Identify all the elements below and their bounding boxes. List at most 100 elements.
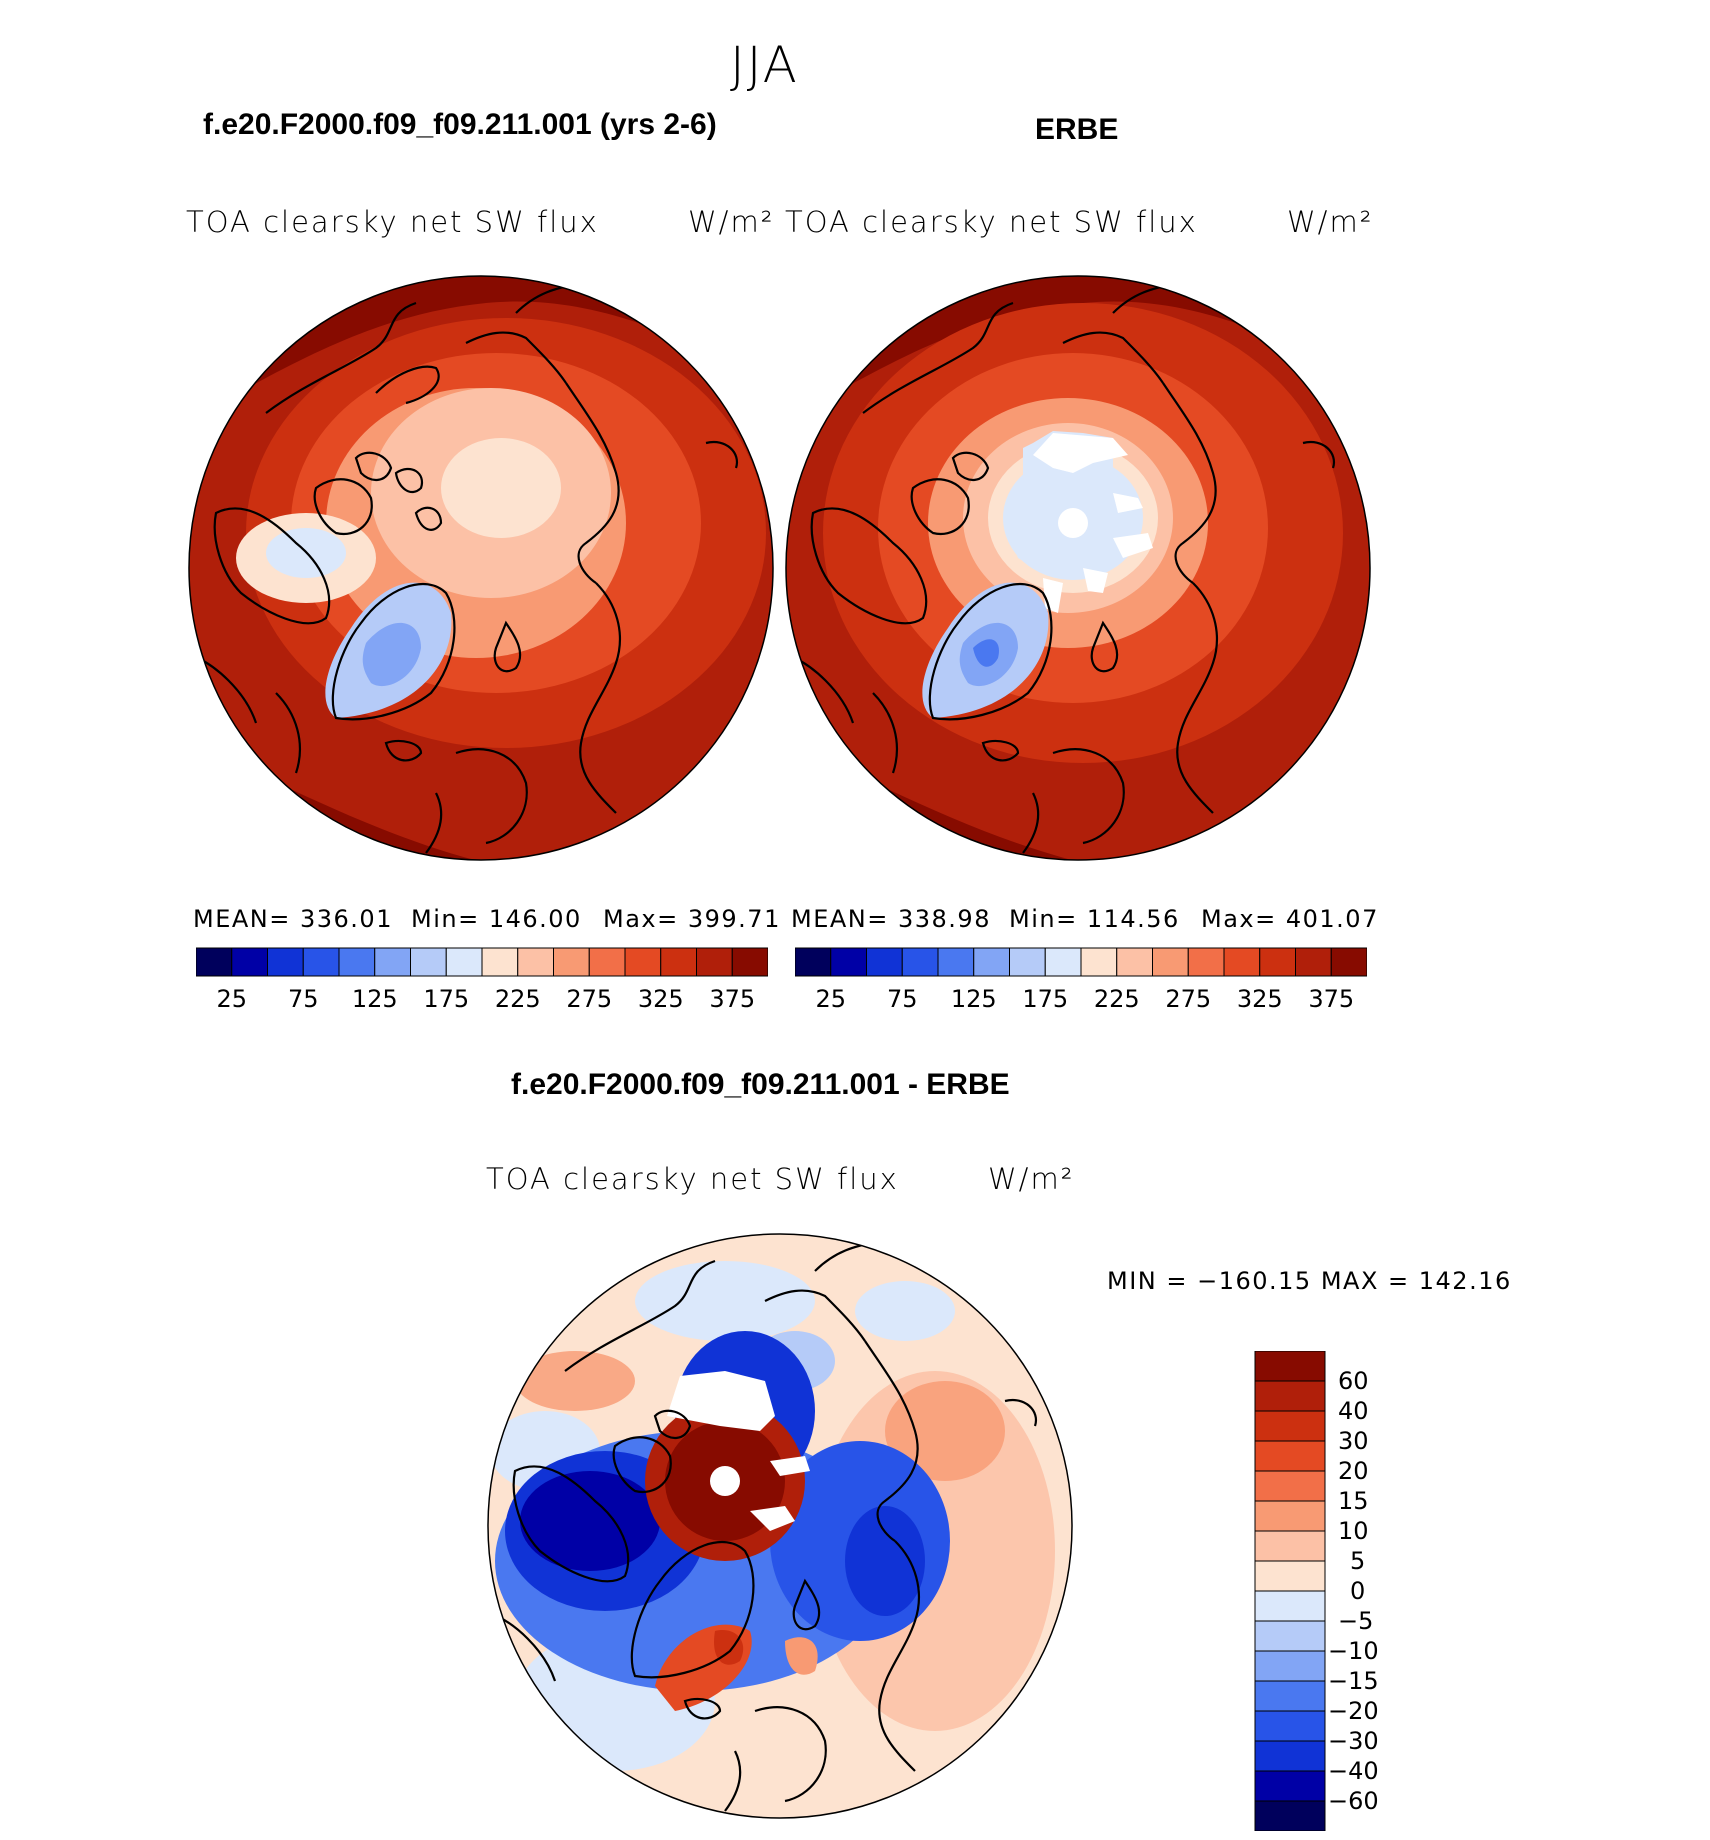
colorbar-swatch <box>937 947 975 977</box>
page-title: JJA <box>730 36 799 94</box>
colorbar-swatch <box>660 947 697 977</box>
colorbar-swatch <box>196 947 233 977</box>
colorbar-swatch <box>338 947 376 977</box>
colorbar-tick: 325 <box>637 985 684 1013</box>
colorbar-swatch <box>1254 1740 1326 1772</box>
colorbar-tick: 75 <box>287 985 319 1013</box>
colorbar-swatch <box>866 947 903 977</box>
colorbar-tick: 125 <box>351 985 398 1013</box>
colorbar-swatch <box>795 947 832 977</box>
colorbar-swatch <box>1254 1500 1326 1532</box>
colorbar-swatch <box>553 947 590 977</box>
colorbar-tick: 25 <box>216 985 248 1013</box>
colorbar-swatch <box>1295 947 1332 977</box>
colorbar-tick: 175 <box>1022 985 1069 1013</box>
colorbar-swatch <box>410 947 447 977</box>
model-polar-map <box>188 275 774 861</box>
colorbar-tick: 15 <box>1338 1487 1369 1515</box>
obs-variable-label: TOA clearsky net SW flux <box>785 205 1198 239</box>
model-variable-label: TOA clearsky net SW flux <box>186 205 599 239</box>
colorbar-swatch <box>1259 947 1296 977</box>
colorbar-swatch <box>517 947 554 977</box>
colorbar-swatch <box>1009 947 1046 977</box>
colorbar-tick: −5 <box>1338 1607 1374 1635</box>
colorbar-tick: −15 <box>1328 1667 1379 1695</box>
colorbar-tick: 40 <box>1338 1397 1369 1425</box>
colorbar-swatch <box>1254 1800 1326 1831</box>
colorbar-tick: 20 <box>1338 1457 1369 1485</box>
colorbar-swatch <box>1254 1560 1326 1592</box>
colorbar-swatch <box>1254 1590 1326 1622</box>
colorbar-swatch <box>1254 1680 1326 1712</box>
colorbar-swatch <box>445 947 483 977</box>
colorbar-tick: −10 <box>1328 1637 1379 1665</box>
diff-units-label: W/m² <box>988 1162 1075 1196</box>
colorbar-tick: −40 <box>1328 1757 1379 1785</box>
model-case-title: f.e20.F2000.f09_f09.211.001 (yrs 2-6) <box>203 108 717 141</box>
colorbar-swatch <box>1330 947 1367 977</box>
colorbar-swatch <box>696 947 733 977</box>
colorbar-swatch <box>901 947 939 977</box>
colorbar-swatch <box>973 947 1010 977</box>
colorbar-tick: 125 <box>950 985 997 1013</box>
colorbar-swatch <box>1116 947 1153 977</box>
colorbar-swatch <box>1187 947 1225 977</box>
diff-polar-map <box>487 1233 1073 1819</box>
diff-colorbar <box>1254 1351 1326 1831</box>
diff-case-title: f.e20.F2000.f09_f09.211.001 - ERBE <box>511 1068 1010 1101</box>
obs-units-label: W/m² <box>1287 205 1374 239</box>
colorbar-tick: 325 <box>1236 985 1283 1013</box>
model-max-stat: Max= 399.71 <box>603 905 781 933</box>
obs-polar-map <box>785 275 1371 861</box>
colorbar-swatch <box>1254 1770 1326 1802</box>
colorbar-swatch <box>302 947 340 977</box>
colorbar-swatch <box>481 947 519 977</box>
obs-min-stat: Min= 114.56 <box>1009 905 1180 933</box>
colorbar-tick: 25 <box>815 985 847 1013</box>
colorbar-swatch <box>1080 947 1118 977</box>
colorbar-swatch <box>1152 947 1189 977</box>
colorbar-tick: 375 <box>1308 985 1355 1013</box>
colorbar-swatch <box>1044 947 1082 977</box>
colorbar-swatch <box>1254 1530 1326 1562</box>
colorbar-swatch <box>1254 1650 1326 1682</box>
colorbar-tick: 275 <box>566 985 613 1013</box>
colorbar-swatch <box>1254 1470 1326 1502</box>
colorbar-swatch <box>731 947 768 977</box>
diff-colorbar-labels: 60 40 30 20 15 10 5 0 −5 −10 −15 −20 −30… <box>1328 1351 1448 1831</box>
diff-variable-label: TOA clearsky net SW flux <box>486 1162 899 1196</box>
colorbar-tick: −30 <box>1328 1727 1379 1755</box>
colorbar-tick: 225 <box>494 985 541 1013</box>
colorbar-swatch <box>1254 1620 1326 1652</box>
colorbar-swatch <box>1223 947 1261 977</box>
diff-minmax-stat: MIN = −160.15 MAX = 142.16 <box>1107 1267 1512 1295</box>
model-units-label: W/m² <box>688 205 775 239</box>
colorbar-swatch <box>830 947 867 977</box>
colorbar-swatch <box>624 947 662 977</box>
colorbar-swatch <box>1254 1351 1326 1382</box>
colorbar-tick: 60 <box>1338 1367 1369 1395</box>
obs-colorbar-ticks: 25 75 125 175 225 275 325 375 <box>795 985 1367 1015</box>
colorbar-swatch <box>374 947 411 977</box>
colorbar-tick: 75 <box>886 985 918 1013</box>
colorbar-swatch <box>588 947 626 977</box>
model-mean-stat: MEAN= 336.01 <box>193 905 393 933</box>
colorbar-tick: 0 <box>1350 1577 1366 1605</box>
model-colorbar <box>196 947 768 977</box>
colorbar-tick: 175 <box>423 985 470 1013</box>
colorbar-tick: 5 <box>1350 1547 1366 1575</box>
model-colorbar-ticks: 25 75 125 175 225 275 325 375 <box>196 985 768 1015</box>
obs-colorbar <box>795 947 1367 977</box>
colorbar-swatch <box>1254 1380 1326 1412</box>
colorbar-tick: 10 <box>1338 1517 1369 1545</box>
colorbar-tick: −60 <box>1328 1787 1379 1815</box>
colorbar-swatch <box>1254 1710 1326 1742</box>
colorbar-swatch <box>231 947 268 977</box>
colorbar-swatch <box>1254 1410 1326 1442</box>
colorbar-tick: 275 <box>1165 985 1212 1013</box>
colorbar-tick: −20 <box>1328 1697 1379 1725</box>
model-min-stat: Min= 146.00 <box>411 905 582 933</box>
obs-mean-stat: MEAN= 338.98 <box>791 905 991 933</box>
obs-case-title: ERBE <box>1035 113 1119 146</box>
colorbar-swatch <box>267 947 304 977</box>
